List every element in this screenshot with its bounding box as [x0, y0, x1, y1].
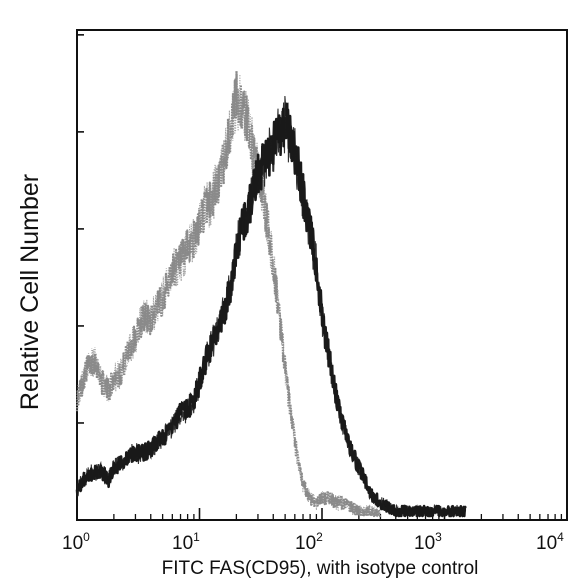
y-ticks — [77, 34, 84, 424]
x-axis-label: FITC FAS(CD95), with isotype control — [162, 558, 479, 579]
x-tick-label-3: 103 — [414, 530, 442, 554]
series-fitc-fas — [75, 95, 467, 518]
x-minor-ticks — [113, 514, 563, 520]
histogram-line — [75, 70, 382, 518]
x-tick-labels: 100 101 102 103 104 — [62, 530, 564, 554]
series-layer — [75, 70, 467, 518]
series-isotype-control — [75, 70, 382, 518]
histogram-texture — [76, 95, 467, 518]
x-tick-label-0: 100 — [62, 530, 90, 554]
x-tick-label-4: 104 — [536, 530, 564, 554]
x-tick-label-1: 101 — [172, 530, 200, 554]
x-tick-label-2: 102 — [295, 530, 323, 554]
y-axis-label: Relative Cell Number — [16, 174, 44, 410]
